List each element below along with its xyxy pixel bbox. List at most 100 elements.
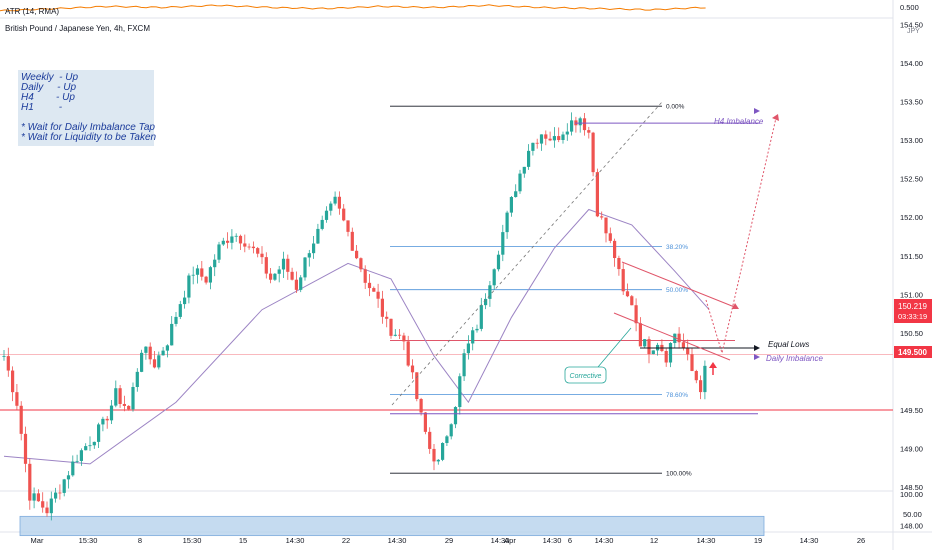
candle-body [428,431,432,449]
candle-body [140,352,144,372]
candle-body [148,346,152,360]
candle-body [294,279,298,290]
symbol-title[interactable]: British Pound / Japanese Yen, 4h, FXCM [5,24,150,33]
corrective-callout[interactable] [564,366,607,384]
corrective-label: Corrective [570,373,602,380]
moving-average-line [3,208,710,465]
candle-body [466,343,470,354]
candle-body [479,305,483,329]
candle-body [79,450,83,461]
candle-body [419,398,423,413]
candle-body [501,232,505,255]
candle-body [647,339,651,355]
candle-body [92,441,96,446]
channel-arrowhead [732,303,739,309]
candle-body [565,131,569,135]
candle-body [372,288,376,292]
candle-body [617,258,621,270]
price-tick: 148.50 [900,483,923,492]
candle-body [608,233,612,241]
demand-zone[interactable] [19,515,765,537]
candle-body [350,231,354,251]
price-tick: 151.50 [900,252,923,261]
candle-body [165,345,169,351]
candle-body [191,274,195,276]
candle-body [324,210,329,220]
note-h4: H4 - Up [21,92,75,103]
candle-body [484,298,488,306]
price-tick: 153.00 [900,136,923,145]
candle-body [449,424,453,437]
candle-body [329,203,333,211]
candle-body [389,318,393,336]
fibonacci-retracement[interactable]: 0.00% 38.20% 50.00% 78.60% 100.00% [390,104,692,478]
candle-body [376,291,380,299]
candle-body [273,273,277,280]
candle-body [84,446,88,451]
candle-body [578,118,582,126]
candle-body [402,335,406,342]
time-tick: 15:30 [183,536,202,545]
candle-body [664,350,668,363]
candle-body [230,236,234,243]
time-tick: 22 [342,536,350,545]
price-axis[interactable]: 154.50 154.00 153.50 153.00 152.50 152.00 151.… [900,20,923,550]
currency-label: JPY [907,28,920,35]
candle-body [587,130,591,133]
candle-body [570,120,574,132]
candle-body [217,244,221,260]
candle-body [23,433,28,464]
atr-indicator-label[interactable]: ATR (14, RMA) [5,7,60,16]
candle-body [458,376,462,408]
candle-body [312,243,316,254]
candle-body [591,132,595,173]
note-weekly: Weekly - Up [21,72,79,83]
candle-body [638,323,642,347]
candle-body [346,220,350,232]
candle-body [333,196,337,204]
candle-body [2,356,6,357]
candle-body [71,461,75,476]
bias-notes-box[interactable]: Weekly - Up Daily - Up H4 - Up H1 - * Wa… [18,70,157,146]
candle-body [36,493,40,502]
candle-body [582,118,587,131]
time-tick: 15:30 [79,536,98,545]
candle-body [342,208,346,221]
candle-body [385,316,389,319]
channel-lower-line[interactable] [613,312,731,361]
candle-body [320,219,324,229]
candle-body [613,240,617,259]
note-wait-imbalance: * Wait for Daily Imbalance Tap [21,122,155,133]
candle-body [170,323,174,346]
candle-body [410,365,415,373]
candle-body [195,268,200,275]
candle-body [561,134,565,141]
time-tick: 14:30 [543,536,562,545]
candle-body [32,493,36,501]
time-tick: 12 [650,536,658,545]
atr-line [0,4,706,12]
price-tick: 148.00 [900,522,923,531]
candle-body [49,498,53,514]
channel-upper-line[interactable] [621,261,738,309]
candle-body [406,341,410,366]
candle-body [299,277,303,290]
projection-path[interactable] [705,117,777,355]
candle-body [269,273,273,280]
note-wait-liquidity: * Wait for Liquidity to be Taken [21,132,157,143]
candle-body [144,346,148,353]
fib-trendline[interactable] [391,101,663,406]
candle-body [488,285,492,299]
candle-body [544,134,548,139]
h4-imbalance-label: H4 Imbalance [714,117,764,126]
candle-body [625,291,630,297]
candle-body [462,353,466,377]
candle-body [393,334,397,336]
fib-level-label: 38.20% [666,244,688,251]
atr-axis-value: 0.500 [900,3,919,12]
level-price-badge [894,346,932,358]
candle-body [75,460,79,462]
candle-body [668,343,673,363]
